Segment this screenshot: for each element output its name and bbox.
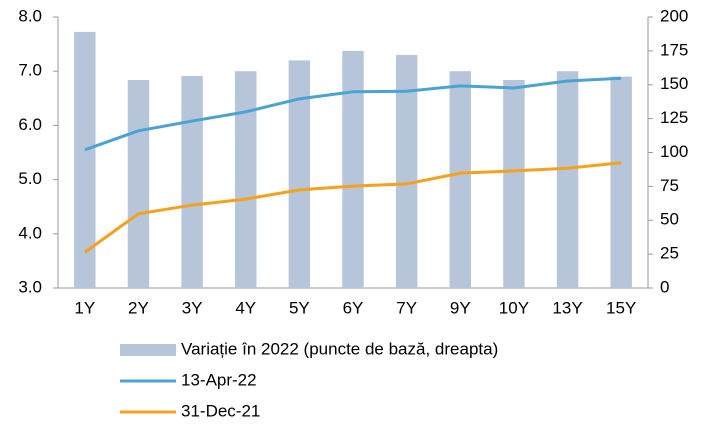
x-tick-label: 4Y bbox=[235, 298, 256, 317]
line bbox=[84, 76, 622, 152]
x-tick-label: 2Y bbox=[128, 298, 149, 317]
bar bbox=[288, 60, 311, 288]
bar bbox=[235, 71, 257, 288]
y2-tick-label: 125 bbox=[660, 108, 688, 127]
x-tick-label: 9Y bbox=[450, 298, 471, 317]
bar bbox=[556, 71, 579, 288]
x-tick-label: 6Y bbox=[343, 298, 364, 317]
x-tick-label: 10Y bbox=[499, 298, 529, 317]
x-tick-label: 3Y bbox=[182, 298, 203, 317]
bar bbox=[342, 50, 364, 288]
legend-label: Variație în 2022 (puncte de bază, dreapt… bbox=[181, 339, 498, 358]
y2-tick-label: 200 bbox=[660, 6, 688, 25]
y-tick-label: 8.0 bbox=[18, 6, 42, 25]
bar bbox=[74, 31, 96, 289]
legend-label: 31-Dec-21 bbox=[181, 401, 260, 420]
bar bbox=[610, 76, 632, 289]
y-tick-label: 7.0 bbox=[18, 61, 42, 80]
legend-label: 13-Apr-22 bbox=[181, 370, 257, 389]
x-tick-label: 13Y bbox=[552, 298, 582, 317]
y2-tick-label: 50 bbox=[660, 210, 679, 229]
x-tick-label: 1Y bbox=[74, 298, 95, 317]
y2-tick-label: 150 bbox=[660, 74, 688, 93]
x-tick-label: 7Y bbox=[396, 298, 417, 317]
legend-swatch bbox=[120, 344, 176, 356]
bar bbox=[127, 80, 150, 288]
bar bbox=[181, 75, 203, 288]
y-tick-label: 5.0 bbox=[18, 169, 42, 188]
y2-tick-label: 175 bbox=[660, 40, 688, 59]
line bbox=[83, 161, 622, 254]
x-tick-label: 15Y bbox=[606, 298, 636, 317]
y-tick-label: 6.0 bbox=[18, 115, 42, 134]
bar bbox=[449, 71, 471, 288]
y2-tick-label: 0 bbox=[660, 277, 669, 296]
y2-tick-label: 25 bbox=[660, 244, 679, 263]
x-tick-label: 5Y bbox=[289, 298, 310, 317]
y2-tick-label: 100 bbox=[660, 142, 688, 161]
y2-tick-label: 75 bbox=[660, 176, 679, 195]
y-tick-label: 3.0 bbox=[18, 277, 42, 296]
bar bbox=[503, 80, 525, 288]
y-tick-label: 4.0 bbox=[18, 223, 42, 242]
bar bbox=[395, 54, 418, 288]
